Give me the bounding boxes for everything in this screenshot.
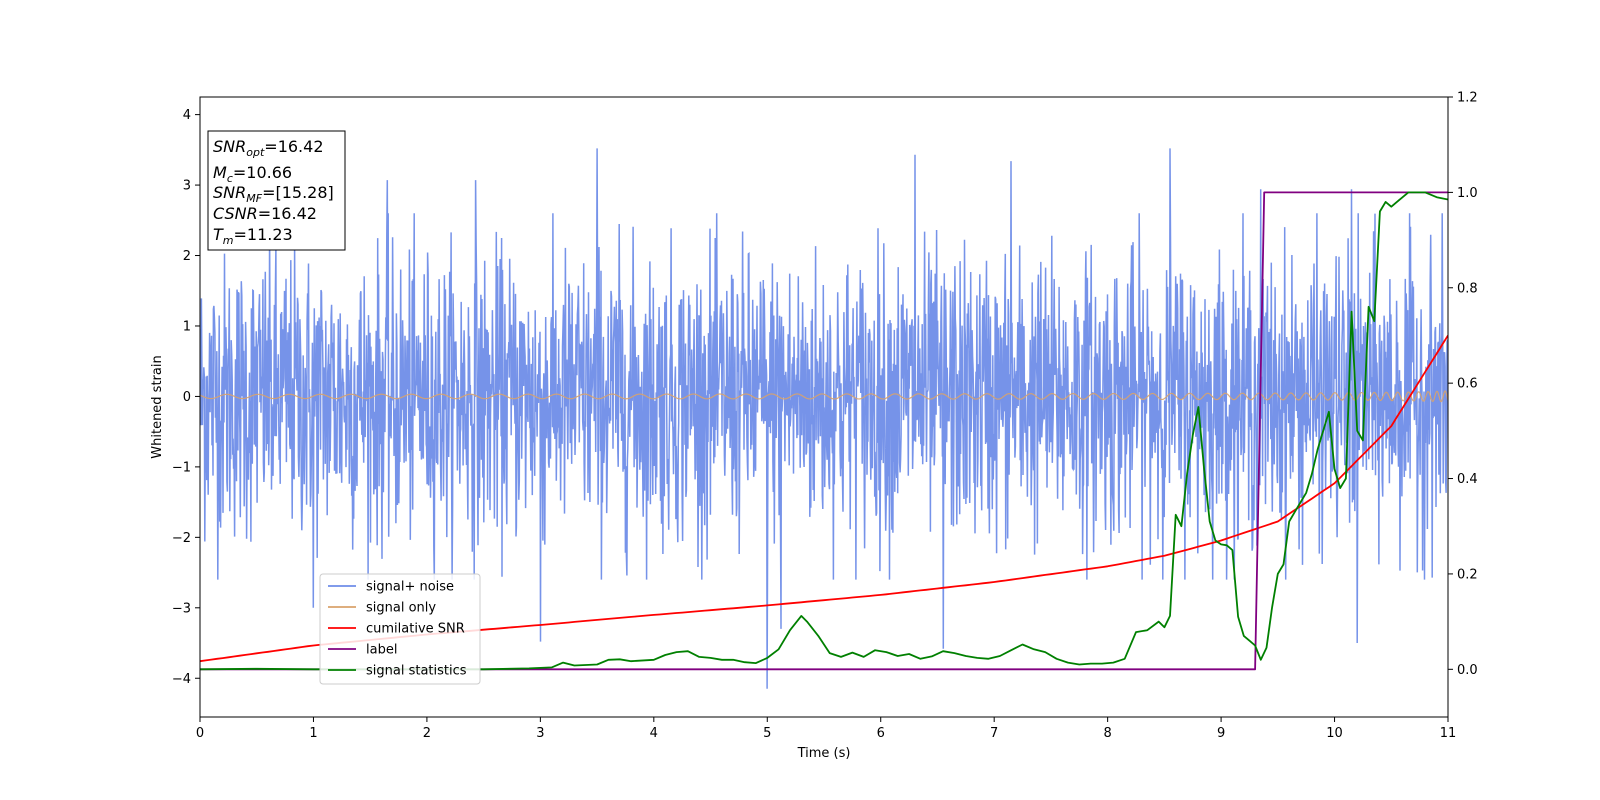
y2-tick-label: 0.0 xyxy=(1457,663,1478,678)
y2-tick-label: 0.6 xyxy=(1457,377,1478,392)
x-tick-label: 0 xyxy=(196,726,204,741)
legend-label: label xyxy=(366,643,397,658)
signal-statistics-line xyxy=(200,191,1448,671)
series-signal-noise xyxy=(200,148,1448,689)
y-tick-label: −1 xyxy=(172,460,191,475)
legend-label: signal only xyxy=(366,601,436,616)
info-box: SNRopt=16.42 Mc=10.66SNRMF=[15.28]CSNR=16… xyxy=(207,130,346,251)
series-label xyxy=(200,191,1448,671)
y-tick-label: −3 xyxy=(172,601,191,616)
x-tick-label: 10 xyxy=(1326,726,1343,741)
x-tick-label: 11 xyxy=(1440,726,1457,741)
x-axis-ticks: 0 1 2 3 4 5 6 7 8 9 10 11 xyxy=(196,717,1456,741)
signal-only-line xyxy=(200,390,1448,403)
x-tick-label: 6 xyxy=(877,726,885,741)
x-tick-label: 5 xyxy=(763,726,771,741)
info-box-line: Tm=11.23 xyxy=(213,225,293,247)
y-tick-label: 1 xyxy=(183,319,191,334)
y2-tick-label: 0.8 xyxy=(1457,281,1478,296)
x-tick-label: 2 xyxy=(423,726,431,741)
x-tick-label: 8 xyxy=(1103,726,1111,741)
info-box-line: SNRopt=16.42 xyxy=(213,137,324,159)
y2-axis-ticks: 0.0 0.2 0.4 0.6 0.8 1.0 1.2 xyxy=(1448,91,1478,678)
x-tick-label: 9 xyxy=(1217,726,1225,741)
y-tick-label: 3 xyxy=(183,179,191,194)
y-axis-label: Whitened strain xyxy=(150,355,165,458)
x-tick-label: 4 xyxy=(650,726,658,741)
y2-tick-label: 1.2 xyxy=(1457,91,1478,106)
legend: signal+ noise signal only cumilative SNR la… xyxy=(319,573,481,685)
info-box-frame xyxy=(207,130,346,251)
label-line xyxy=(200,191,1448,671)
legend-label: cumilative SNR xyxy=(366,622,465,637)
legend-frame xyxy=(319,573,481,685)
y2-tick-label: 1.0 xyxy=(1457,186,1478,201)
y2-tick-label: 0.4 xyxy=(1457,472,1478,487)
y2-tick-label: 0.2 xyxy=(1457,567,1478,582)
y-tick-label: −4 xyxy=(172,672,191,687)
y-tick-label: 2 xyxy=(183,249,191,264)
legend-label: signal statistics xyxy=(366,664,467,679)
x-axis-label: Time (s) xyxy=(797,746,851,761)
info-box-line: Mc=10.66 xyxy=(213,163,292,185)
info-box-line: SNRMF=[15.28] xyxy=(213,183,334,205)
x-tick-label: 7 xyxy=(990,726,998,741)
y-tick-label: −2 xyxy=(172,531,191,546)
signal-noise-line xyxy=(200,148,1448,689)
info-box-line: CSNR=16.42 xyxy=(213,204,317,223)
y-axis-ticks: −4 −3 −2 −1 0 1 2 3 4 xyxy=(172,108,200,687)
x-tick-label: 3 xyxy=(536,726,544,741)
legend-label: signal+ noise xyxy=(366,580,454,595)
x-tick-label: 1 xyxy=(309,726,317,741)
series-signal-statistics xyxy=(200,191,1448,671)
series-signal-only xyxy=(200,390,1448,403)
y-tick-label: 0 xyxy=(183,390,191,405)
y-tick-label: 4 xyxy=(183,108,191,123)
plot-frame xyxy=(199,96,1449,718)
